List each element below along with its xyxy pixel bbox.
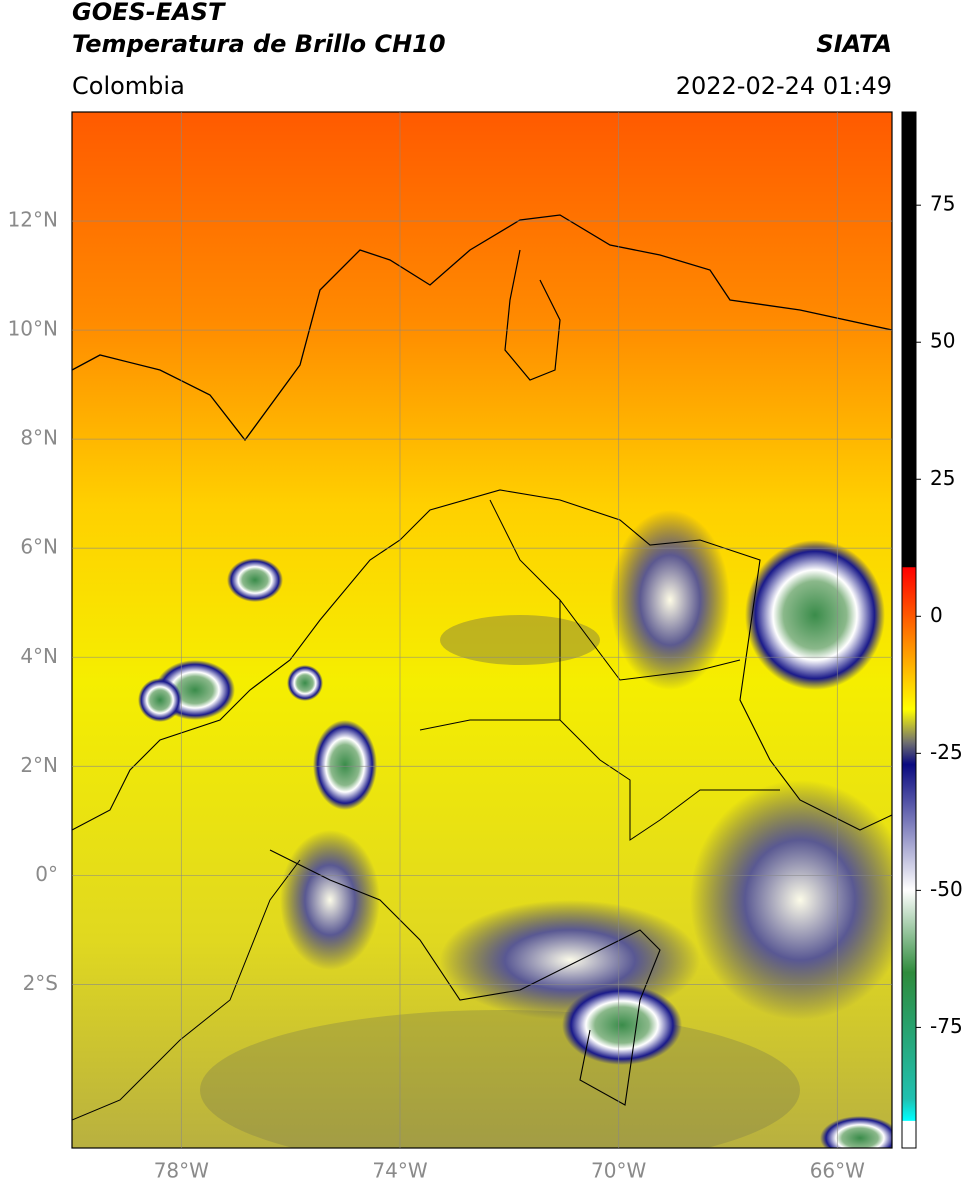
lon-tick-label: 78°W [154,1159,209,1183]
map-frame [71,111,893,1149]
lon-tick-label: 66°W [810,1159,865,1183]
lat-tick-label: 2°S [23,971,58,995]
region: Colombia [72,72,185,100]
colorbar-tick-label: -75 [930,1014,963,1038]
source: SIATA [816,30,892,58]
lat-tick-label: 2°N [20,753,58,777]
lat-tick-label: 12°N [8,208,58,232]
lat-tick-label: 0° [35,862,58,886]
title-line-2: Temperatura de Brillo CH10 [72,30,446,58]
title-line-1: GOES-EAST [72,0,226,26]
lat-tick-label: 10°N [8,317,58,341]
colorbar-tick-label: -50 [930,877,963,901]
timestamp: 2022-02-24 01:49 [676,72,892,100]
lat-tick-label: 4°N [20,644,58,668]
lat-tick-label: 8°N [20,426,58,450]
colorbar [901,111,917,1149]
lat-tick-label: 6°N [20,535,58,559]
lon-tick-label: 74°W [372,1159,427,1183]
colorbar-tick-label: 75 [930,192,955,216]
lon-tick-label: 70°W [591,1159,646,1183]
colorbar-tick-label: 25 [930,466,955,490]
colorbar-tick-label: -25 [930,740,963,764]
colorbar-tick-label: 50 [930,329,955,353]
colorbar-tick-label: 0 [930,603,943,627]
satellite-image [72,112,892,1148]
